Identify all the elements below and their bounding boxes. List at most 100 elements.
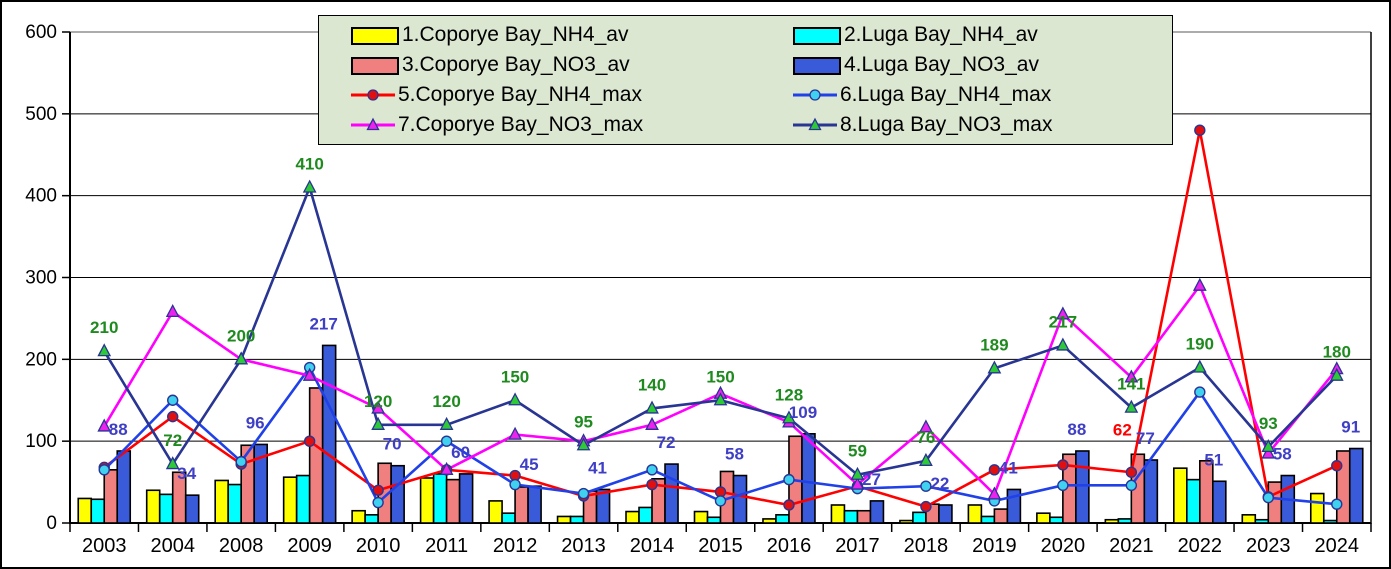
value-label: 70 (383, 435, 402, 454)
value-label: 180 (1323, 343, 1351, 362)
bar-4-luga-bay_no3_av (938, 504, 953, 524)
cyan-circle-marker-icon (1331, 498, 1343, 510)
y-axis-label: 0 (46, 513, 57, 534)
legend-swatch-magenta-line-icon (351, 116, 395, 134)
x-axis-label: 2015 (698, 535, 743, 557)
x-axis-label: 2022 (1178, 535, 1223, 557)
legend-item-coporye-nh4-max: 5.Coporye Bay_NH4_max (351, 81, 793, 109)
magenta-triangle-marker-icon (919, 419, 933, 433)
value-label: 58 (725, 445, 744, 464)
cyan-circle-marker-icon (1125, 479, 1138, 492)
bar-4-luga-bay_no3_av (801, 433, 816, 524)
bar-1-coporye-bay_nh4_av (1036, 512, 1051, 524)
magenta-triangle-marker-icon (645, 416, 659, 430)
red-circle-marker-icon (1194, 124, 1206, 136)
chart-legend: 1.Coporye Bay_NH4_av 2.Luga Bay_NH4_av 3… (318, 15, 1173, 145)
cyan-circle-marker-icon (235, 455, 247, 468)
bar-1-coporye-bay_nh4_av (419, 477, 435, 524)
value-label: 210 (90, 318, 118, 337)
bar-1-coporye-bay_nh4_av (1309, 492, 1325, 524)
legend-item-coporye-no3-av: 3.Coporye Bay_NO3_av (351, 51, 793, 79)
magenta-triangle-marker-icon (1192, 277, 1207, 291)
bar-2-luga-bay_nh4_av (1254, 518, 1270, 524)
magenta-triangle-marker-icon (1055, 306, 1070, 320)
bar-2-luga-bay_nh4_av (364, 514, 379, 524)
y-axis-label: 500 (25, 104, 57, 125)
green-triangle-marker-icon (919, 452, 933, 466)
bar-2-luga-bay_nh4_av (1117, 518, 1133, 524)
value-label: 59 (848, 442, 867, 461)
value-label: 120 (364, 392, 392, 411)
bar-1-coporye-bay_nh4_av (556, 515, 572, 524)
value-label: 72 (163, 431, 182, 450)
green-triangle-marker-icon (439, 416, 454, 430)
legend-swatch-blue-bar (793, 56, 841, 75)
value-label: 51 (1204, 450, 1223, 469)
green-triangle-marker-icon (850, 466, 865, 480)
bar-4-luga-bay_no3_av (184, 494, 200, 524)
bar-1-coporye-bay_nh4_av (351, 509, 366, 524)
red-circle-marker-icon (1125, 466, 1138, 478)
bar-2-luga-bay_nh4_av (432, 473, 448, 524)
magenta-triangle-marker-icon (439, 461, 454, 475)
bar-2-luga-bay_nh4_av (843, 509, 859, 524)
bar-1-coporye-bay_nh4_av (488, 500, 503, 524)
x-axis-label: 2024 (1315, 535, 1360, 557)
bar-2-luga-bay_nh4_av (1322, 519, 1338, 524)
legend-item-coporye-nh4-av: 1.Coporye Bay_NH4_av (351, 21, 793, 49)
cyan-circle-marker-icon (577, 487, 590, 500)
bar-1-coporye-bay_nh4_av (282, 476, 298, 524)
bar-4-luga-bay_no3_av (664, 463, 679, 524)
bar-4-luga-bay_no3_av (253, 443, 268, 524)
value-label: 77 (1136, 429, 1155, 448)
legend-label: 2.Luga Bay_NH4_av (844, 23, 1038, 46)
green-triangle-marker-icon (1124, 399, 1139, 413)
x-axis-label: 2014 (630, 535, 675, 557)
bar-4-luga-bay_no3_av (1348, 447, 1364, 524)
x-axis-label: 2010 (356, 535, 401, 557)
bar-4-luga-bay_no3_av (1075, 450, 1090, 524)
value-label: 88 (109, 420, 128, 439)
x-axis-label: 2021 (1109, 535, 1154, 557)
x-axis-label: 2009 (287, 535, 332, 557)
bar-4-luga-bay_no3_av (390, 464, 405, 524)
bar-1-coporye-bay_nh4_av (830, 504, 846, 524)
bar-4-luga-bay_no3_av (458, 473, 474, 524)
bar-2-luga-bay_nh4_av (295, 474, 311, 524)
legend-label: 5.Coporye Bay_NH4_max (398, 83, 642, 106)
circle-line-swatch-icon (793, 89, 837, 101)
x-axis-label: 2011 (425, 535, 468, 557)
value-label: 140 (638, 375, 666, 394)
value-label: 217 (309, 314, 337, 333)
bar-4-luga-bay_no3_av (321, 344, 337, 524)
x-axis-label: 2008 (219, 535, 264, 557)
red-circle-marker-icon (1331, 460, 1343, 472)
green-triangle-marker-icon (782, 410, 796, 424)
green-triangle-marker-icon (1329, 367, 1344, 381)
legend-label: 3.Coporye Bay_NO3_av (402, 53, 630, 76)
bar-1-coporye-bay_nh4_av (214, 479, 229, 524)
circle-line-swatch-icon (351, 89, 395, 101)
bar-1-coporye-bay_nh4_av (967, 504, 983, 524)
value-label: 200 (227, 326, 255, 345)
legend-swatch-cyan-bar (793, 26, 841, 45)
line-5-coporye-bay_nh4_max (103, 129, 1338, 509)
legend-swatch-blue-line-icon (793, 86, 837, 104)
bar-2-luga-bay_nh4_av (158, 493, 174, 524)
legend-item-luga-nh4-av: 2.Luga Bay_NH4_av (793, 21, 1172, 49)
value-label: 217 (1049, 312, 1077, 331)
value-label: 189 (980, 335, 1008, 354)
x-axis-label: 2023 (1246, 535, 1291, 557)
x-axis-label: 2003 (82, 535, 127, 557)
value-label: 22 (930, 474, 949, 493)
x-axis-label: 2012 (493, 535, 538, 557)
legend-swatch-salmon-bar (351, 56, 399, 75)
value-label: 96 (246, 413, 265, 432)
value-label: 76 (916, 428, 935, 447)
value-label: 41 (588, 458, 607, 477)
green-triangle-marker-icon (1192, 359, 1207, 373)
bar-1-coporye-bay_nh4_av (693, 510, 709, 524)
value-label: 93 (1259, 414, 1278, 433)
bar-4-luga-bay_no3_av (1143, 459, 1159, 524)
